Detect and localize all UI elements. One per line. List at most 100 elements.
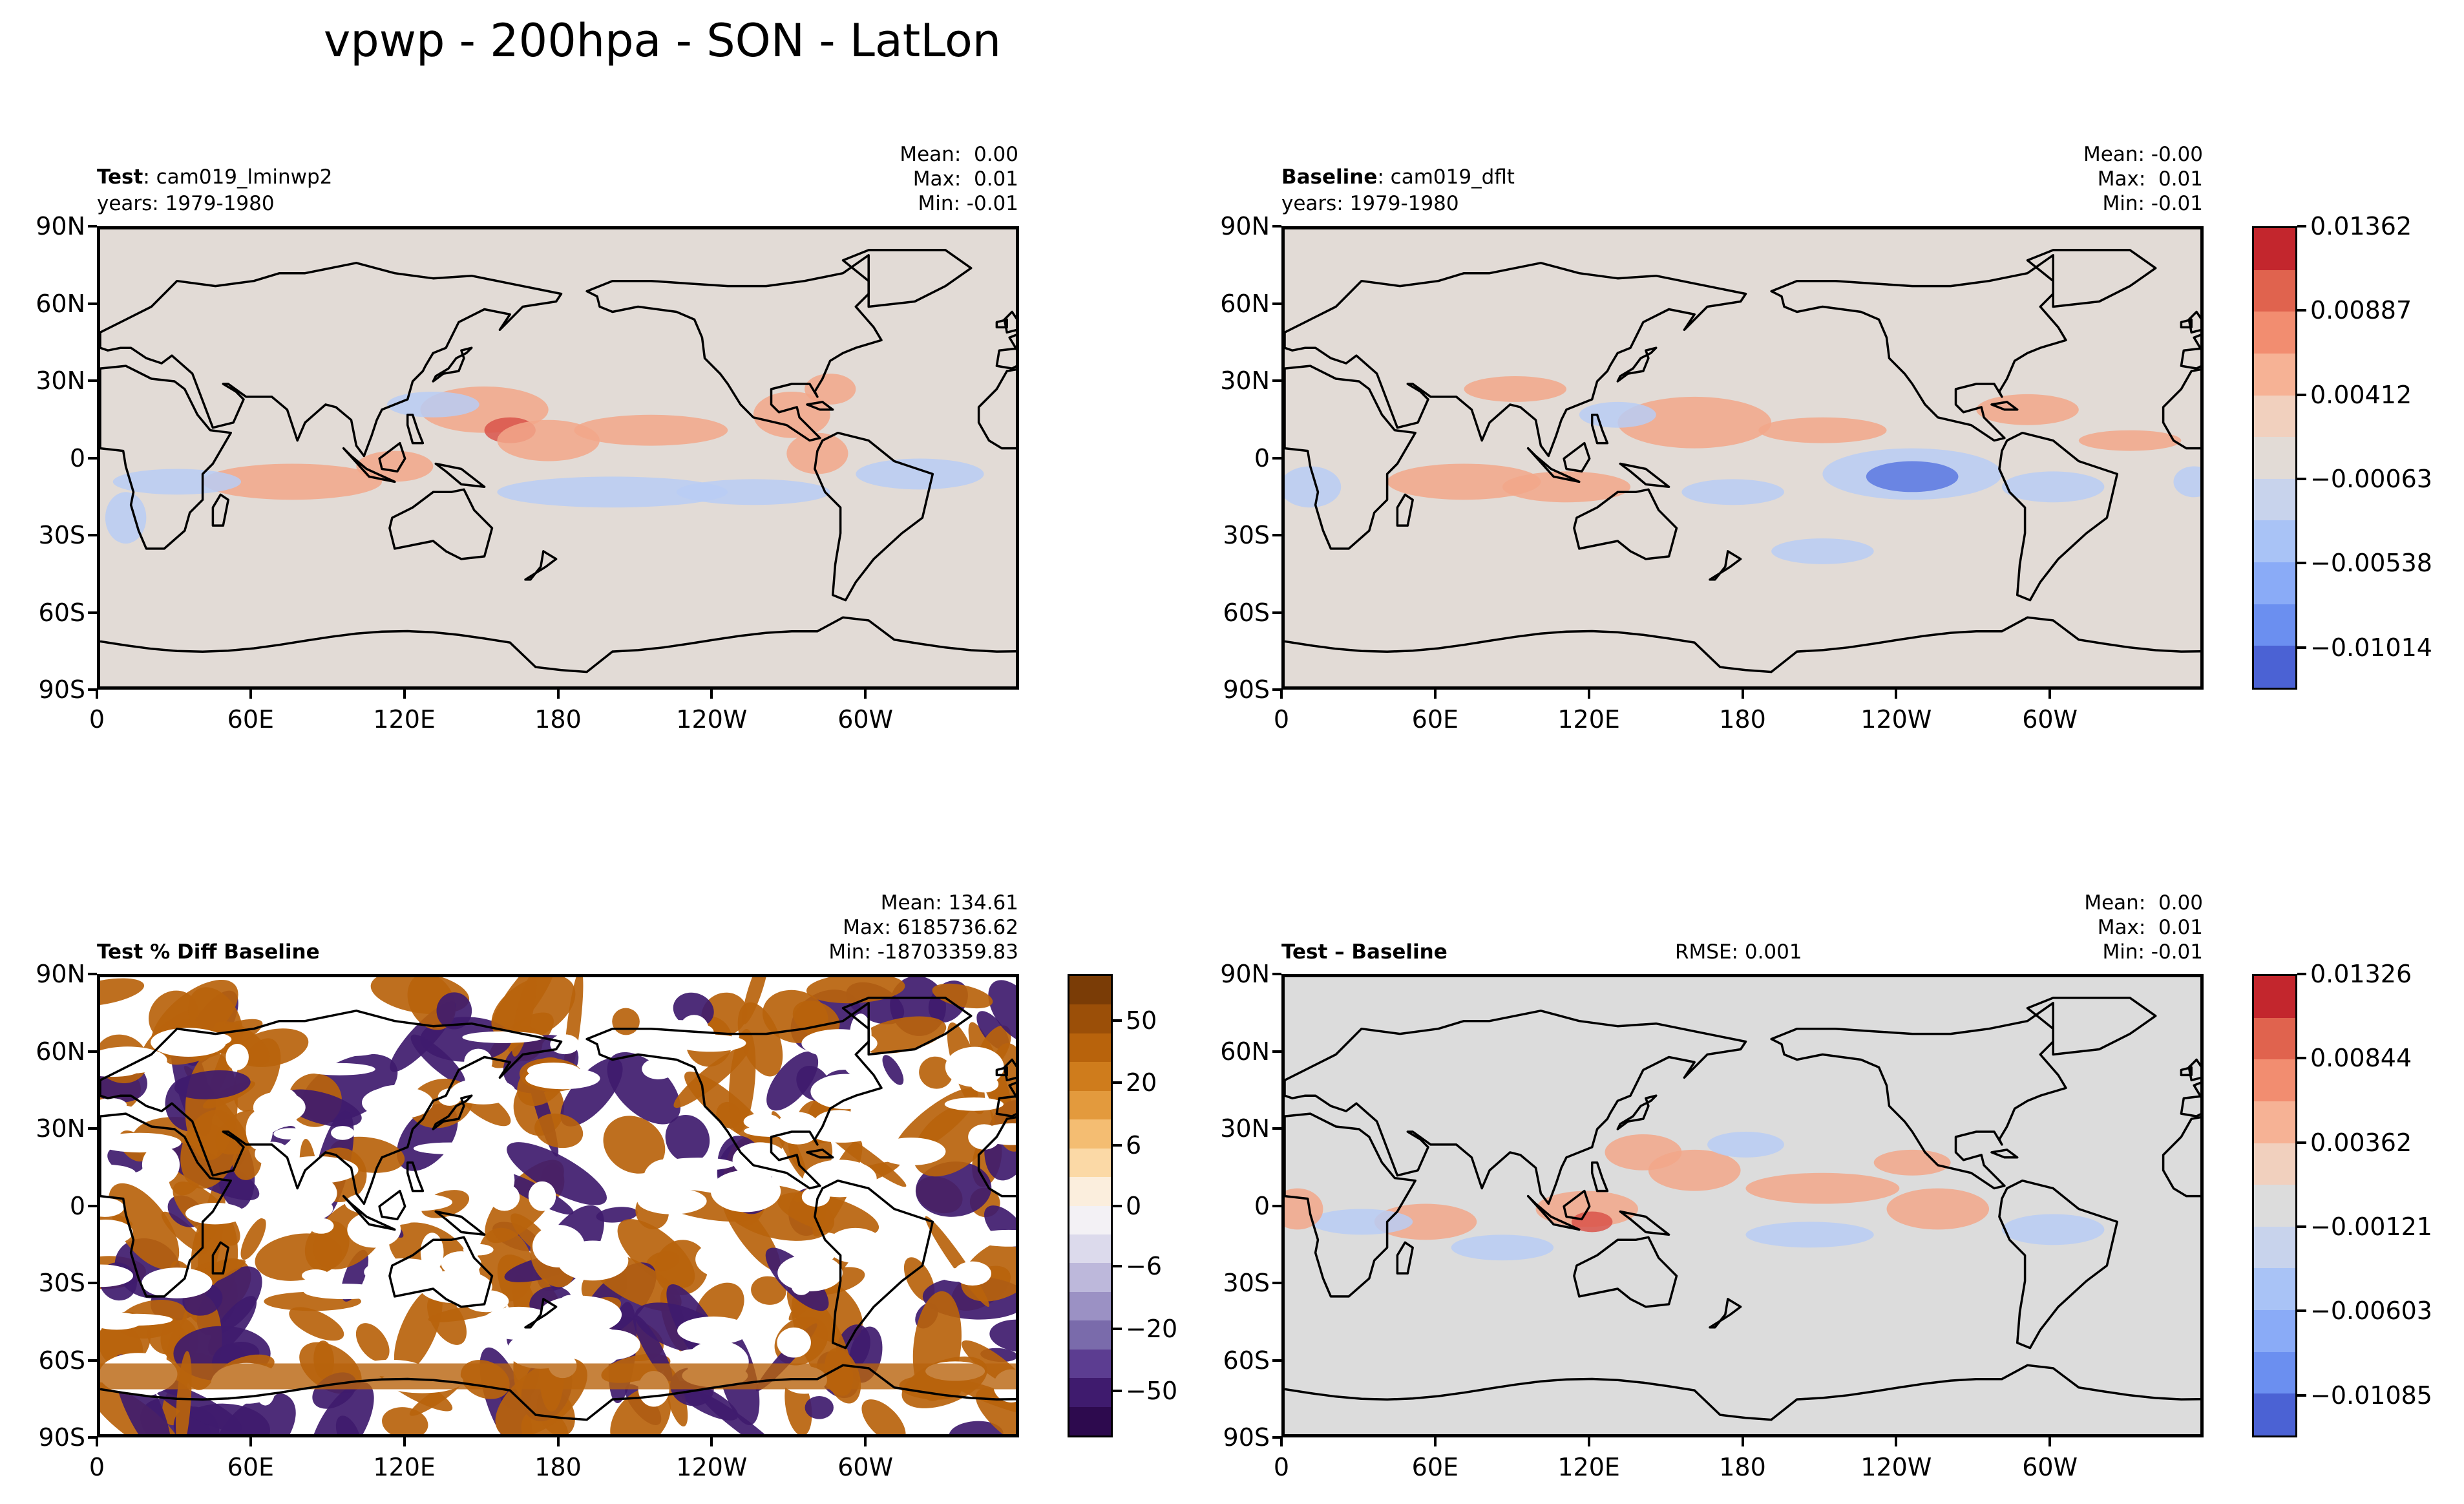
pct-field-gap [319, 1036, 386, 1056]
lon-tick-label: 0 [1273, 1453, 1290, 1481]
pct-field-patch [961, 1236, 1016, 1302]
colorbar-segment [2254, 478, 2295, 522]
coastline [995, 1066, 1008, 1077]
colorbar-tick-mark [1113, 1019, 1122, 1022]
pct-field-gap [810, 1074, 881, 1110]
lat-tick-label: 0 [1254, 443, 1270, 472]
pct-field-patch [919, 1056, 953, 1089]
coastline [995, 1095, 1016, 1117]
pct-field-gap [791, 1275, 812, 1295]
coastline [1573, 1236, 1678, 1308]
pct-field-gap [441, 1251, 481, 1276]
coastline [977, 368, 1016, 450]
lat-tick-mark [88, 688, 97, 691]
coastline [100, 1112, 232, 1298]
lat-tick-mark [88, 225, 97, 228]
colorbar-tick-label: −6 [1126, 1251, 1163, 1280]
pct-field-gap [528, 1181, 556, 1211]
pct-field-patch [882, 1055, 904, 1085]
colorbar-tick-mark [1113, 1327, 1122, 1330]
test-map [97, 226, 1019, 690]
baseline-map [1281, 226, 2204, 690]
field-anomaly [1387, 463, 1541, 500]
lon-tick-label: 120W [676, 1453, 748, 1481]
pct-field-gap [827, 1227, 884, 1264]
coastline [524, 1298, 558, 1329]
pct-field-gap [253, 1091, 306, 1123]
baseline-stat-line: Min: -0.01 [2102, 192, 2203, 215]
diff-label-bold: Test – Baseline [1281, 940, 1448, 964]
lon-tick-label: 60E [227, 705, 275, 734]
coastline [1563, 1189, 1591, 1221]
coastline [406, 414, 425, 445]
colorbar-tick-mark [2297, 646, 2306, 649]
lat-tick-label: 90S [1223, 675, 1270, 704]
pct-field-gap [450, 1078, 516, 1105]
pct-colorbar [1068, 974, 1113, 1437]
colorbar-segment [1069, 1234, 1111, 1264]
pct-field-patch [861, 1399, 906, 1434]
pct-field-gap [100, 1219, 133, 1245]
colorbar-tick-mark [2297, 478, 2306, 481]
pctdiff-stat-line: Min: -18703359.83 [828, 940, 1018, 964]
coastline [1709, 550, 1742, 581]
field-anomaly [1976, 394, 2079, 425]
pct-field-patch [737, 1002, 783, 1077]
colorbar-tick-mark [2297, 562, 2306, 565]
coastline-antarctica [100, 616, 1016, 673]
lat-tick-mark [1272, 1050, 1281, 1053]
field-anomaly [1464, 376, 1567, 402]
field-anomaly [1745, 1222, 1874, 1248]
coastline-antarctica [100, 1364, 1016, 1421]
coastline [2180, 318, 2193, 329]
lat-tick-mark [1272, 688, 1281, 691]
pct-field-patch [949, 1421, 1004, 1434]
coastline [211, 1241, 229, 1275]
pct-field-patch [427, 1293, 467, 1345]
lon-tick-label: 60W [2022, 705, 2078, 734]
field-anomaly [1758, 417, 1887, 443]
colorbar-segment [2254, 353, 2295, 396]
colorbar-tick-mark [1113, 1390, 1122, 1393]
pct-field-patch [701, 992, 748, 1037]
pct-field-gap [643, 1159, 688, 1200]
colorbar-segment [1069, 1148, 1111, 1178]
coastline [2193, 1081, 2200, 1099]
colorbar-segment [2254, 562, 2295, 605]
coastline [1285, 1112, 1416, 1298]
test-stat-line: Mean: 0.00 [900, 143, 1018, 166]
pct-field-gap [388, 1183, 412, 1224]
pct-field-gap [538, 1295, 622, 1334]
colorbar-tick-label: −0.00538 [2310, 549, 2432, 578]
pct-field-patch [100, 978, 145, 1006]
lon-tick-mark [710, 1437, 713, 1446]
pct-field-gap [303, 1284, 387, 1300]
colorbar-tick-label: 0 [1126, 1191, 1142, 1220]
pctdiff-stats: Mean: 134.61 Max: 6185736.62 Min: -1870335… [828, 891, 1018, 964]
lat-tick-mark [1272, 379, 1281, 382]
lat-tick-label: 90N [36, 960, 85, 988]
lon-tick-mark [864, 1437, 867, 1446]
coastline [1285, 1010, 1747, 1205]
coastline [432, 1094, 473, 1130]
pct-field-patch [534, 1113, 584, 1149]
lon-tick-label: 120E [373, 705, 436, 734]
coastline [406, 1161, 425, 1192]
pctdiff-label-bold: Test % Diff Baseline [97, 940, 320, 964]
colorbar-segment [1069, 1062, 1111, 1092]
colorbar-tick-mark [2297, 1225, 2306, 1229]
colorbar-tick-mark [1113, 1081, 1122, 1085]
coastline [814, 1179, 934, 1350]
colorbar-segment [1069, 1177, 1111, 1207]
colorbar-segment [2254, 1226, 2295, 1269]
coastline-antarctica [1285, 1364, 2200, 1421]
colorbar-tick-label: 0.00362 [2310, 1128, 2412, 1157]
pct-field-gap [273, 1128, 307, 1140]
coastline [1008, 334, 1016, 351]
coastline [1396, 1241, 1414, 1275]
field-anomaly [676, 479, 830, 505]
pct-field-gap [677, 1316, 750, 1345]
lat-tick-mark [1272, 534, 1281, 536]
colorbar-tick-label: −0.01014 [2310, 633, 2432, 662]
lon-tick-label: 60E [1411, 1453, 1459, 1481]
